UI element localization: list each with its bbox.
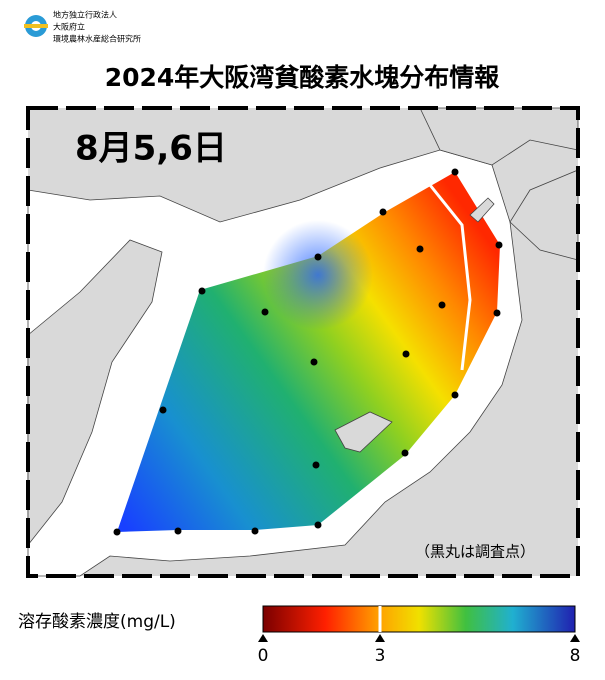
colorbar-tick-label: 0 <box>258 646 269 666</box>
title: 2024年大阪湾貧酸素水塊分布情報 <box>105 63 501 92</box>
org-line: 大阪府立 <box>53 22 85 32</box>
colorbar-label: 溶存酸素濃度(mg/L) <box>18 612 176 632</box>
map-date: 8月5,6日 <box>75 129 227 169</box>
map <box>26 106 580 578</box>
logo <box>24 15 48 37</box>
colorbar-tick-label: 8 <box>570 646 581 666</box>
map-note: （黒丸は調査点） <box>415 543 535 561</box>
colorbar-tick <box>258 634 268 642</box>
colorbar-tick <box>570 634 580 642</box>
org-line: 地方独立行政法人 <box>53 10 117 20</box>
org-line: 環境農林水産総合研究所 <box>53 34 141 44</box>
colorbar-tick <box>375 634 385 642</box>
colorbar <box>262 605 576 633</box>
colorbar-tick-label: 3 <box>375 646 386 666</box>
